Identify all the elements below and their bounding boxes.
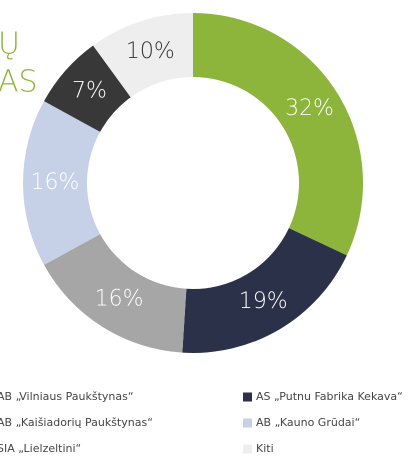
legend-label: AB „Vilniaus Paukštynas“ [0,390,134,403]
legend-swatch [243,444,252,454]
legend-label: Kiti [256,442,274,455]
legend-label: AS „Putnu Fabrika Kekava“ [256,390,403,403]
legend-label: SIA „Lielzeltini“ [0,442,81,455]
legend-swatch [243,392,252,402]
data-label: 32% [285,96,334,121]
legend-label: AB „Kaišiadorių Paukštynas“ [0,416,153,429]
legend-swatch [243,418,252,428]
donut-segment [44,234,187,353]
donut-segment [193,13,363,256]
data-label: 10% [126,39,175,64]
data-label: 7% [72,79,107,104]
data-label: 16% [95,287,144,312]
data-label: 19% [239,289,288,314]
legend-label: AB „Kauno Grūdai“ [256,416,360,429]
donut-segment [182,228,347,353]
donut-segment [93,13,193,98]
donut-segment [22,101,101,265]
chart-title: AS [0,65,38,100]
data-label: 16% [31,170,80,195]
chart-title: Ų [0,27,20,62]
donut-segment [44,45,131,132]
